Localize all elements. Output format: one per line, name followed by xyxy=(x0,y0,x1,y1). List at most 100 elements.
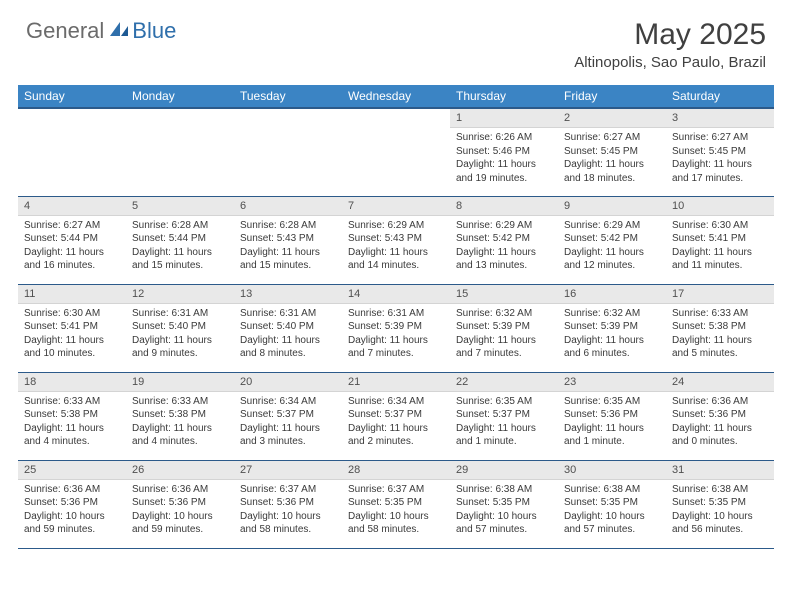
day-number: 21 xyxy=(342,373,450,392)
calendar-day-cell: 3Sunrise: 6:27 AMSunset: 5:45 PMDaylight… xyxy=(666,108,774,196)
day-number: 25 xyxy=(18,461,126,480)
weekday-row: SundayMondayTuesdayWednesdayThursdayFrid… xyxy=(18,85,774,108)
calendar-week-row: 18Sunrise: 6:33 AMSunset: 5:38 PMDayligh… xyxy=(18,372,774,460)
weekday-header: Tuesday xyxy=(234,85,342,108)
logo-sail-icon xyxy=(108,20,130,43)
month-title: May 2025 xyxy=(574,18,766,52)
calendar-day-cell xyxy=(342,108,450,196)
day-number: 8 xyxy=(450,197,558,216)
day-content: Sunrise: 6:36 AMSunset: 5:36 PMDaylight:… xyxy=(18,480,126,541)
weekday-header: Saturday xyxy=(666,85,774,108)
calendar-day-cell: 23Sunrise: 6:35 AMSunset: 5:36 PMDayligh… xyxy=(558,372,666,460)
day-content: Sunrise: 6:27 AMSunset: 5:45 PMDaylight:… xyxy=(666,128,774,189)
calendar-day-cell: 20Sunrise: 6:34 AMSunset: 5:37 PMDayligh… xyxy=(234,372,342,460)
day-content: Sunrise: 6:38 AMSunset: 5:35 PMDaylight:… xyxy=(558,480,666,541)
day-number: 5 xyxy=(126,197,234,216)
calendar-day-cell: 12Sunrise: 6:31 AMSunset: 5:40 PMDayligh… xyxy=(126,284,234,372)
calendar-day-cell: 19Sunrise: 6:33 AMSunset: 5:38 PMDayligh… xyxy=(126,372,234,460)
calendar-day-cell: 14Sunrise: 6:31 AMSunset: 5:39 PMDayligh… xyxy=(342,284,450,372)
day-number: 22 xyxy=(450,373,558,392)
day-content: Sunrise: 6:29 AMSunset: 5:43 PMDaylight:… xyxy=(342,216,450,277)
day-number: 17 xyxy=(666,285,774,304)
day-number: 1 xyxy=(450,109,558,128)
calendar-day-cell: 16Sunrise: 6:32 AMSunset: 5:39 PMDayligh… xyxy=(558,284,666,372)
day-number: 18 xyxy=(18,373,126,392)
calendar-week-row: 4Sunrise: 6:27 AMSunset: 5:44 PMDaylight… xyxy=(18,196,774,284)
day-content: Sunrise: 6:33 AMSunset: 5:38 PMDaylight:… xyxy=(126,392,234,453)
weekday-header: Sunday xyxy=(18,85,126,108)
day-content: Sunrise: 6:31 AMSunset: 5:40 PMDaylight:… xyxy=(234,304,342,365)
day-content: Sunrise: 6:30 AMSunset: 5:41 PMDaylight:… xyxy=(666,216,774,277)
location: Altinopolis, Sao Paulo, Brazil xyxy=(574,54,766,71)
calendar-day-cell: 28Sunrise: 6:37 AMSunset: 5:35 PMDayligh… xyxy=(342,460,450,548)
day-number: 9 xyxy=(558,197,666,216)
calendar-day-cell: 9Sunrise: 6:29 AMSunset: 5:42 PMDaylight… xyxy=(558,196,666,284)
calendar-day-cell: 26Sunrise: 6:36 AMSunset: 5:36 PMDayligh… xyxy=(126,460,234,548)
day-content: Sunrise: 6:32 AMSunset: 5:39 PMDaylight:… xyxy=(450,304,558,365)
day-number: 7 xyxy=(342,197,450,216)
logo-text-blue: Blue xyxy=(132,18,176,44)
calendar-body: 1Sunrise: 6:26 AMSunset: 5:46 PMDaylight… xyxy=(18,108,774,548)
calendar-week-row: 11Sunrise: 6:30 AMSunset: 5:41 PMDayligh… xyxy=(18,284,774,372)
calendar-day-cell: 13Sunrise: 6:31 AMSunset: 5:40 PMDayligh… xyxy=(234,284,342,372)
day-number: 12 xyxy=(126,285,234,304)
day-content: Sunrise: 6:34 AMSunset: 5:37 PMDaylight:… xyxy=(234,392,342,453)
day-number: 23 xyxy=(558,373,666,392)
calendar-day-cell: 11Sunrise: 6:30 AMSunset: 5:41 PMDayligh… xyxy=(18,284,126,372)
calendar-day-cell: 24Sunrise: 6:36 AMSunset: 5:36 PMDayligh… xyxy=(666,372,774,460)
day-content: Sunrise: 6:27 AMSunset: 5:45 PMDaylight:… xyxy=(558,128,666,189)
title-block: May 2025 Altinopolis, Sao Paulo, Brazil xyxy=(574,18,766,71)
calendar-day-cell xyxy=(18,108,126,196)
day-content: Sunrise: 6:35 AMSunset: 5:37 PMDaylight:… xyxy=(450,392,558,453)
weekday-header: Friday xyxy=(558,85,666,108)
calendar-day-cell: 7Sunrise: 6:29 AMSunset: 5:43 PMDaylight… xyxy=(342,196,450,284)
calendar-week-row: 1Sunrise: 6:26 AMSunset: 5:46 PMDaylight… xyxy=(18,108,774,196)
calendar-head: SundayMondayTuesdayWednesdayThursdayFrid… xyxy=(18,85,774,108)
day-content: Sunrise: 6:37 AMSunset: 5:36 PMDaylight:… xyxy=(234,480,342,541)
calendar-day-cell: 18Sunrise: 6:33 AMSunset: 5:38 PMDayligh… xyxy=(18,372,126,460)
day-number: 30 xyxy=(558,461,666,480)
calendar-day-cell: 10Sunrise: 6:30 AMSunset: 5:41 PMDayligh… xyxy=(666,196,774,284)
weekday-header: Wednesday xyxy=(342,85,450,108)
day-content: Sunrise: 6:29 AMSunset: 5:42 PMDaylight:… xyxy=(450,216,558,277)
day-content: Sunrise: 6:38 AMSunset: 5:35 PMDaylight:… xyxy=(450,480,558,541)
day-number: 15 xyxy=(450,285,558,304)
day-number: 3 xyxy=(666,109,774,128)
day-content: Sunrise: 6:29 AMSunset: 5:42 PMDaylight:… xyxy=(558,216,666,277)
day-content: Sunrise: 6:33 AMSunset: 5:38 PMDaylight:… xyxy=(666,304,774,365)
day-number: 6 xyxy=(234,197,342,216)
calendar-day-cell: 6Sunrise: 6:28 AMSunset: 5:43 PMDaylight… xyxy=(234,196,342,284)
calendar-day-cell: 27Sunrise: 6:37 AMSunset: 5:36 PMDayligh… xyxy=(234,460,342,548)
calendar-table: SundayMondayTuesdayWednesdayThursdayFrid… xyxy=(18,85,774,549)
day-content: Sunrise: 6:31 AMSunset: 5:40 PMDaylight:… xyxy=(126,304,234,365)
day-content: Sunrise: 6:28 AMSunset: 5:43 PMDaylight:… xyxy=(234,216,342,277)
day-content: Sunrise: 6:33 AMSunset: 5:38 PMDaylight:… xyxy=(18,392,126,453)
day-number: 29 xyxy=(450,461,558,480)
calendar-day-cell: 15Sunrise: 6:32 AMSunset: 5:39 PMDayligh… xyxy=(450,284,558,372)
calendar-day-cell: 22Sunrise: 6:35 AMSunset: 5:37 PMDayligh… xyxy=(450,372,558,460)
calendar-day-cell xyxy=(126,108,234,196)
day-number: 28 xyxy=(342,461,450,480)
header: General Blue May 2025 Altinopolis, Sao P… xyxy=(0,0,792,79)
calendar-day-cell: 17Sunrise: 6:33 AMSunset: 5:38 PMDayligh… xyxy=(666,284,774,372)
day-number: 11 xyxy=(18,285,126,304)
calendar-day-cell: 5Sunrise: 6:28 AMSunset: 5:44 PMDaylight… xyxy=(126,196,234,284)
day-content: Sunrise: 6:38 AMSunset: 5:35 PMDaylight:… xyxy=(666,480,774,541)
day-number: 27 xyxy=(234,461,342,480)
day-content: Sunrise: 6:37 AMSunset: 5:35 PMDaylight:… xyxy=(342,480,450,541)
day-content: Sunrise: 6:32 AMSunset: 5:39 PMDaylight:… xyxy=(558,304,666,365)
calendar-week-row: 25Sunrise: 6:36 AMSunset: 5:36 PMDayligh… xyxy=(18,460,774,548)
calendar-day-cell: 8Sunrise: 6:29 AMSunset: 5:42 PMDaylight… xyxy=(450,196,558,284)
logo-text-general: General xyxy=(26,18,104,44)
weekday-header: Thursday xyxy=(450,85,558,108)
day-number: 14 xyxy=(342,285,450,304)
day-number: 31 xyxy=(666,461,774,480)
day-content: Sunrise: 6:36 AMSunset: 5:36 PMDaylight:… xyxy=(666,392,774,453)
calendar-day-cell: 2Sunrise: 6:27 AMSunset: 5:45 PMDaylight… xyxy=(558,108,666,196)
calendar-day-cell: 31Sunrise: 6:38 AMSunset: 5:35 PMDayligh… xyxy=(666,460,774,548)
weekday-header: Monday xyxy=(126,85,234,108)
day-number: 2 xyxy=(558,109,666,128)
day-number: 24 xyxy=(666,373,774,392)
day-number: 26 xyxy=(126,461,234,480)
day-number: 19 xyxy=(126,373,234,392)
